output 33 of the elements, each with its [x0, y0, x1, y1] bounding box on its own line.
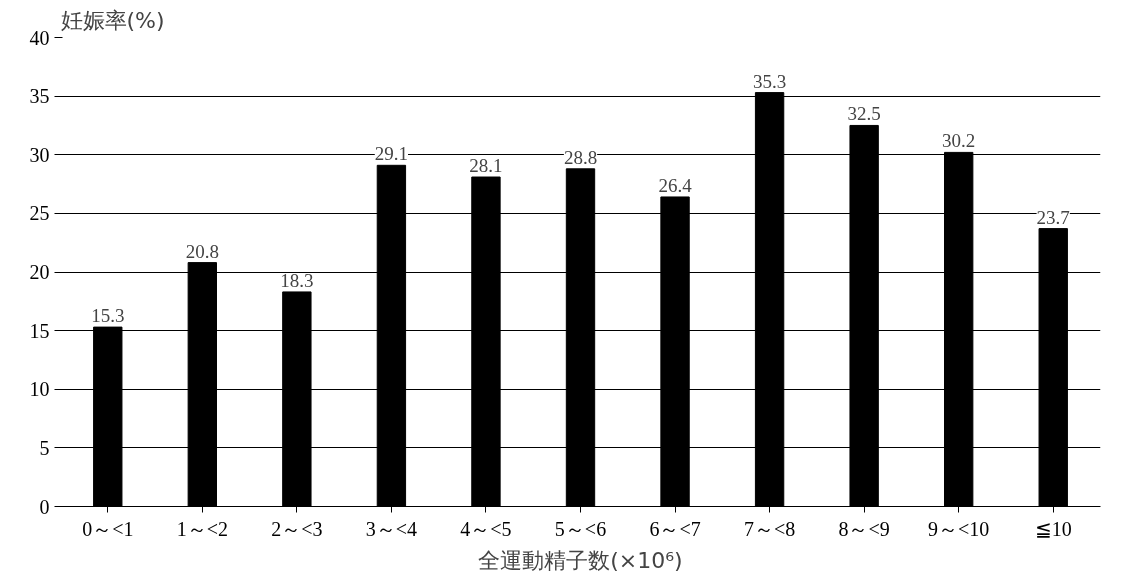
- y-tick-label: 40: [29, 26, 50, 49]
- data-label: 26.4: [658, 174, 693, 196]
- data-label: 28.8: [563, 146, 598, 168]
- y-tick-label: 10: [29, 378, 50, 401]
- y-axis-title: 妊娠率(%): [60, 7, 165, 33]
- data-label: 32.5: [847, 103, 881, 125]
- y-tick-label: 35: [29, 85, 50, 108]
- x-tick-label: 5～<6: [554, 517, 607, 540]
- x-tick-label: 7～<8: [743, 517, 796, 540]
- y-tick-label: 20: [29, 261, 50, 283]
- y-tick-label: 15: [29, 319, 50, 342]
- x-tick-label: 0～<1: [82, 517, 134, 540]
- data-label: 20.8: [185, 240, 219, 262]
- x-tick-label: 2～<3: [271, 517, 323, 540]
- x-tick-label: 1～<2: [176, 517, 228, 540]
- x-tick-label: 8～<9: [838, 517, 890, 540]
- x-tick-label: 9～<10: [928, 517, 990, 540]
- x-tick-label: 4～<5: [460, 517, 512, 540]
- x-axis-title: 全運動精子数(×10⁶): [478, 547, 683, 573]
- data-label: 29.1: [374, 143, 409, 165]
- data-label: 18.3: [280, 269, 314, 291]
- y-tick-label: 25: [29, 202, 50, 225]
- y-tick-label: 5: [39, 436, 50, 459]
- data-label: 28.1: [469, 155, 503, 177]
- y-tick-label: 0: [39, 495, 50, 518]
- x-tick-label: ≦10: [1034, 517, 1072, 540]
- data-label: 23.7: [1036, 206, 1070, 228]
- data-label: 15.3: [91, 305, 125, 327]
- data-label: 30.2: [942, 130, 976, 152]
- x-tick-label: 6～<7: [649, 517, 701, 540]
- data-label: 35.3: [752, 70, 787, 92]
- y-tick-label: 30: [29, 143, 50, 166]
- x-tick-label: 3～<4: [365, 517, 418, 540]
